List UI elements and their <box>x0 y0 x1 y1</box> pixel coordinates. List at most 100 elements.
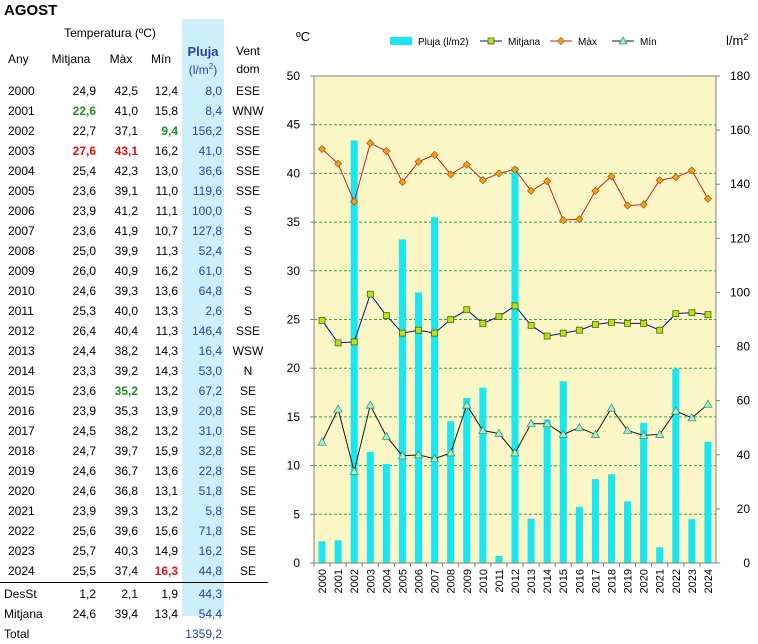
summary-mitjana: 1,2 <box>79 587 96 601</box>
min-point <box>526 418 536 428</box>
cell-pluja: 51,8 <box>198 484 222 498</box>
cell-min: 9,4 <box>161 124 178 138</box>
cell-pluja: 52,4 <box>198 244 222 258</box>
mitjana-point <box>415 326 422 334</box>
min-point <box>365 400 375 409</box>
table-row: 2010 24,6 39,3 13,6 64,8 S <box>0 281 268 301</box>
cell-mitjana: 23,6 <box>72 384 96 398</box>
min-point <box>638 430 649 439</box>
pluja-bar <box>495 555 503 563</box>
cell-mitjana: 24,4 <box>72 344 96 358</box>
left-tick-label: 5 <box>293 507 300 521</box>
cell-vent: SSE <box>235 144 260 158</box>
cell-any: 2021 <box>8 504 35 518</box>
cell-max: 42,5 <box>114 84 138 98</box>
cell-max: 39,3 <box>114 504 138 518</box>
cell-vent: SSE <box>235 184 260 198</box>
x-tick-label: 2022 <box>671 569 683 593</box>
cell-any: 2016 <box>8 404 35 418</box>
cell-mitjana: 24,6 <box>72 284 96 298</box>
cell-max: 40,0 <box>114 304 138 318</box>
max-point <box>559 216 568 225</box>
summary-label: Total <box>4 627 30 641</box>
cell-max: 39,7 <box>114 444 138 458</box>
cell-vent: S <box>243 284 252 298</box>
cell-any: 2023 <box>8 544 35 558</box>
cell-vent: WSW <box>232 344 264 358</box>
min-point <box>317 437 327 446</box>
pluja-bar <box>431 217 439 564</box>
table-row: 2014 23,3 39,2 14,3 53,0 N <box>0 361 268 381</box>
mitjana-point <box>656 326 664 334</box>
summary-min: 13,4 <box>154 607 178 621</box>
mitjana-point <box>382 312 390 320</box>
cell-min: 13,6 <box>154 284 178 298</box>
cell-vent: WNW <box>232 104 264 118</box>
cell-mitjana: 25,0 <box>72 244 96 258</box>
legend-pluja-label: Pluja (l/m2) <box>418 37 469 48</box>
cell-pluja: 64,8 <box>198 284 222 298</box>
cell-mitjana: 24,7 <box>72 444 96 458</box>
x-tick-label: 2021 <box>655 569 667 593</box>
pluja-bar <box>447 421 455 563</box>
cell-any: 2013 <box>8 344 35 358</box>
min-point <box>590 429 601 438</box>
header-max: Màx <box>109 52 133 66</box>
x-tick-label: 2007 <box>430 569 442 593</box>
cell-vent: SE <box>239 384 256 398</box>
pluja-bar <box>527 518 535 563</box>
cell-min: 16,2 <box>154 144 178 158</box>
left-tick-label: 0 <box>293 556 300 570</box>
cell-vent: S <box>243 224 252 238</box>
cell-any: 2014 <box>8 364 35 378</box>
table-divider <box>0 582 268 583</box>
max-point <box>317 144 327 154</box>
cell-pluja: 22,8 <box>198 464 222 478</box>
cell-vent: N <box>243 364 253 378</box>
cell-vent: S <box>243 204 252 218</box>
min-point <box>622 425 633 434</box>
cell-any: 2006 <box>8 204 35 218</box>
cell-min: 16,3 <box>154 564 178 578</box>
x-tick-label: 2015 <box>558 569 570 593</box>
mitjana-point <box>511 302 519 310</box>
cell-max: 38,2 <box>114 344 138 358</box>
max-point <box>655 176 664 185</box>
pluja-bar <box>398 239 406 563</box>
table-row: 2017 24,5 38,2 13,2 31,0 SE <box>0 421 268 441</box>
cell-mitjana: 24,5 <box>72 424 96 438</box>
max-point <box>494 169 503 178</box>
cell-pluja: 32,8 <box>198 444 222 458</box>
mitjana-point <box>688 309 696 317</box>
cell-min: 13,6 <box>154 464 178 478</box>
left-tick-label: 10 <box>287 459 301 473</box>
cell-any: 2003 <box>8 144 35 158</box>
max-point <box>398 178 407 187</box>
cell-vent: SE <box>239 464 256 478</box>
cell-mitjana: 23,3 <box>72 364 96 378</box>
table-row: 2018 24,7 39,7 15,9 32,8 SE <box>0 441 268 461</box>
cell-vent: SE <box>239 444 256 458</box>
table-row: 2023 25,7 40,3 14,9 16,2 SE <box>0 541 268 561</box>
cell-any: 2002 <box>8 124 35 138</box>
cell-max: 38,2 <box>114 424 138 438</box>
summary-pluja: 1359,2 <box>185 627 222 641</box>
cell-pluja: 2,6 <box>205 304 222 318</box>
x-tick-label: 2003 <box>365 569 377 593</box>
cell-max: 39,2 <box>114 364 138 378</box>
right-tick-label: 100 <box>730 285 750 299</box>
max-point <box>366 139 375 148</box>
pluja-bar <box>688 519 696 563</box>
table-row: 2005 23,6 39,1 11,0 119,6 SSE <box>0 181 268 201</box>
cell-any: 2011 <box>8 304 34 318</box>
cell-vent: SE <box>239 544 256 558</box>
x-tick-label: 2012 <box>510 569 522 593</box>
cell-max: 41,2 <box>114 204 138 218</box>
x-tick-label: 2024 <box>703 569 715 593</box>
legend-mitjana-marker <box>487 37 495 45</box>
mitjana-point <box>495 313 503 320</box>
max-point <box>462 160 471 169</box>
cell-vent: SE <box>239 564 256 578</box>
mitjana-point <box>334 339 342 347</box>
cell-min: 10,7 <box>154 224 178 238</box>
